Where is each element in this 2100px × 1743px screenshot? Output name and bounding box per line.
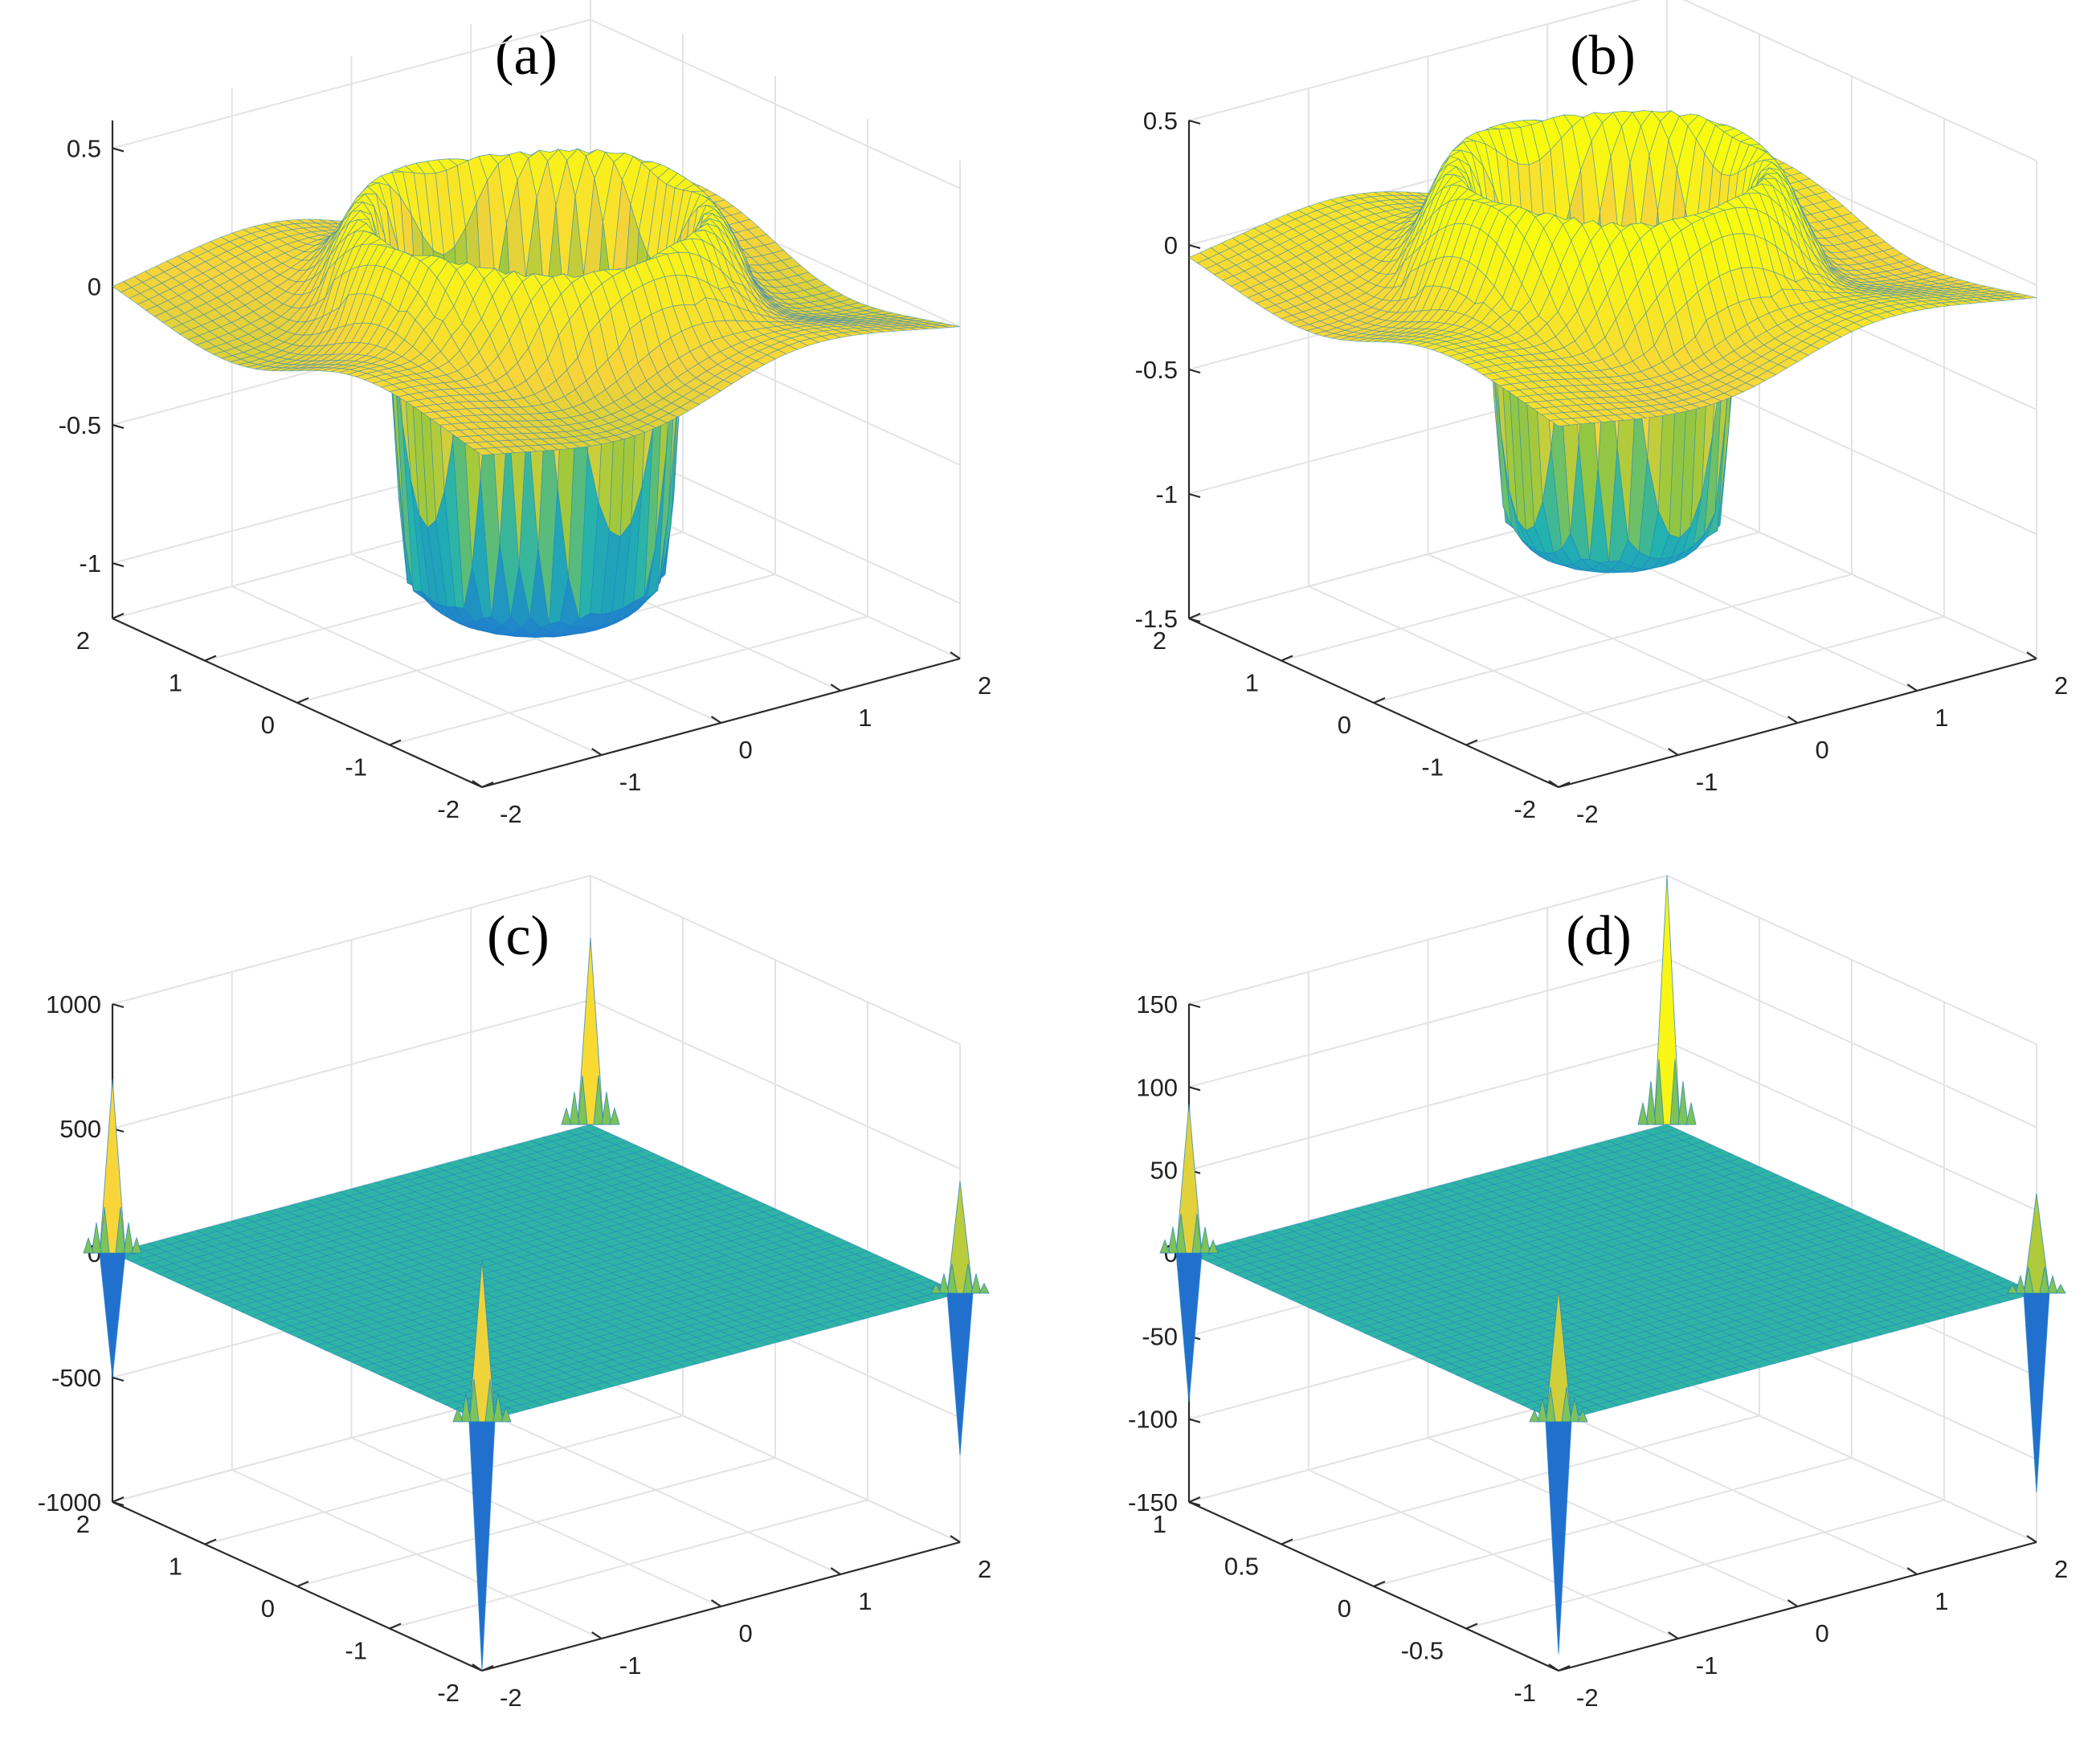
y-tick-label: 2 (76, 627, 90, 655)
spike-back (561, 937, 620, 1125)
panel-title: (d) (1566, 905, 1632, 967)
x-tick-label: 1 (858, 704, 872, 732)
z-tick-label: -0.5 (1135, 356, 1178, 384)
z-tick-label: 500 (59, 1115, 101, 1143)
panel-d: (d)150100500-50-100-150-1-0.500.51-2-101… (1128, 874, 2068, 1712)
y-tick-label: -2 (437, 795, 460, 823)
x-tick-label: 2 (978, 671, 991, 700)
z-tick-label: -100 (1128, 1406, 1178, 1434)
x-tick-label: 0 (1816, 1619, 1829, 1647)
x-tick-label: 1 (1935, 1587, 1948, 1615)
z-tick-label: -0.5 (59, 411, 101, 439)
x-tick-label: 1 (1935, 704, 1948, 732)
spike-left (1159, 1103, 1219, 1403)
z-tick-label: 0 (88, 273, 101, 301)
z-tick-label: -1.5 (1135, 605, 1178, 633)
z-tick-label: 50 (1150, 1157, 1178, 1185)
x-tick-label: -1 (619, 1651, 642, 1680)
x-tick-label: 0 (739, 736, 753, 764)
panel-title: (a) (495, 25, 558, 87)
x-tick-label: -2 (500, 800, 522, 828)
x-tick-label: 0 (1816, 736, 1829, 764)
x-tick-label: 0 (739, 1619, 753, 1647)
y-tick-label: 0 (1338, 1594, 1351, 1623)
x-tick-label: -1 (1696, 768, 1718, 796)
z-tick-label: -1000 (38, 1488, 101, 1516)
y-tick-label: 0 (1338, 711, 1351, 739)
y-tick-label: 1 (1245, 669, 1259, 697)
y-tick-label: -2 (1514, 795, 1536, 823)
z-tick-label: 150 (1136, 990, 1178, 1018)
panel-title: (c) (487, 905, 550, 967)
z-tick-label: 0 (1164, 231, 1178, 259)
y-tick-label: -1 (345, 753, 367, 782)
x-tick-label: 2 (2054, 671, 2068, 700)
y-tick-label: -1 (345, 1637, 367, 1665)
x-tick-label: 2 (978, 1555, 991, 1583)
z-tick-label: -1 (1155, 480, 1178, 508)
z-tick-label: 100 (1136, 1073, 1178, 1101)
spike-front (1529, 1288, 1588, 1655)
y-tick-label: 2 (1153, 627, 1166, 655)
y-tick-label: -2 (437, 1679, 460, 1707)
spike-back (1637, 875, 1697, 1125)
z-tick-label: 0.5 (67, 134, 101, 162)
y-tick-label: -1 (1421, 753, 1444, 782)
surface (1159, 875, 2066, 1655)
panel-a: (a) 0.5 0 -0.5 -1 -2 -1 0 1 2 -2 -1 0 1 2 (59, 0, 991, 828)
axes: 0.5 0 -0.5 -1 -2 -1 0 1 2 -2 -1 0 1 2 (59, 120, 991, 828)
spike-right (930, 1181, 990, 1455)
surface (1188, 110, 2037, 574)
y-tick-label: 2 (76, 1510, 90, 1538)
y-tick-label: 0 (261, 711, 275, 739)
panel-title: (b) (1570, 25, 1636, 87)
y-tick-label: 1 (169, 669, 182, 697)
y-tick-label: 0.5 (1224, 1553, 1259, 1581)
z-tick-label: -1 (79, 549, 101, 578)
z-tick-label: 0.5 (1143, 107, 1178, 135)
panel-b: (b) 0.5 0 -0.5 -1 -1.5 -2 -1 0 1 2 -2 -1 0 1 2 (1135, 0, 2069, 828)
x-tick-label: -2 (1576, 800, 1599, 828)
x-tick-label: -2 (500, 1684, 522, 1712)
x-tick-label: -2 (1576, 1684, 1599, 1712)
z-tick-label: -500 (51, 1364, 101, 1392)
x-tick-label: -1 (1696, 1651, 1718, 1680)
spike-left (83, 1078, 142, 1378)
surface (112, 148, 961, 639)
z-tick-label: -150 (1128, 1488, 1178, 1516)
spike-right (2007, 1193, 2066, 1493)
x-tick-label: 1 (858, 1587, 872, 1615)
z-tick-label: -50 (1142, 1322, 1178, 1350)
y-tick-label: -1 (1514, 1679, 1536, 1707)
x-tick-label: -1 (619, 768, 642, 796)
spike-front (452, 1259, 512, 1672)
axes: 0.5 0 -0.5 -1 -1.5 -2 -1 0 1 2 -2 -1 0 1 2 (1135, 107, 2069, 828)
y-tick-label: 1 (1153, 1510, 1166, 1538)
z-tick-label: 1000 (46, 990, 101, 1018)
x-tick-label: 2 (2054, 1555, 2068, 1583)
surface (83, 937, 990, 1672)
y-tick-label: -0.5 (1401, 1637, 1444, 1665)
y-tick-label: 0 (261, 1594, 275, 1623)
y-tick-label: 1 (169, 1553, 182, 1581)
